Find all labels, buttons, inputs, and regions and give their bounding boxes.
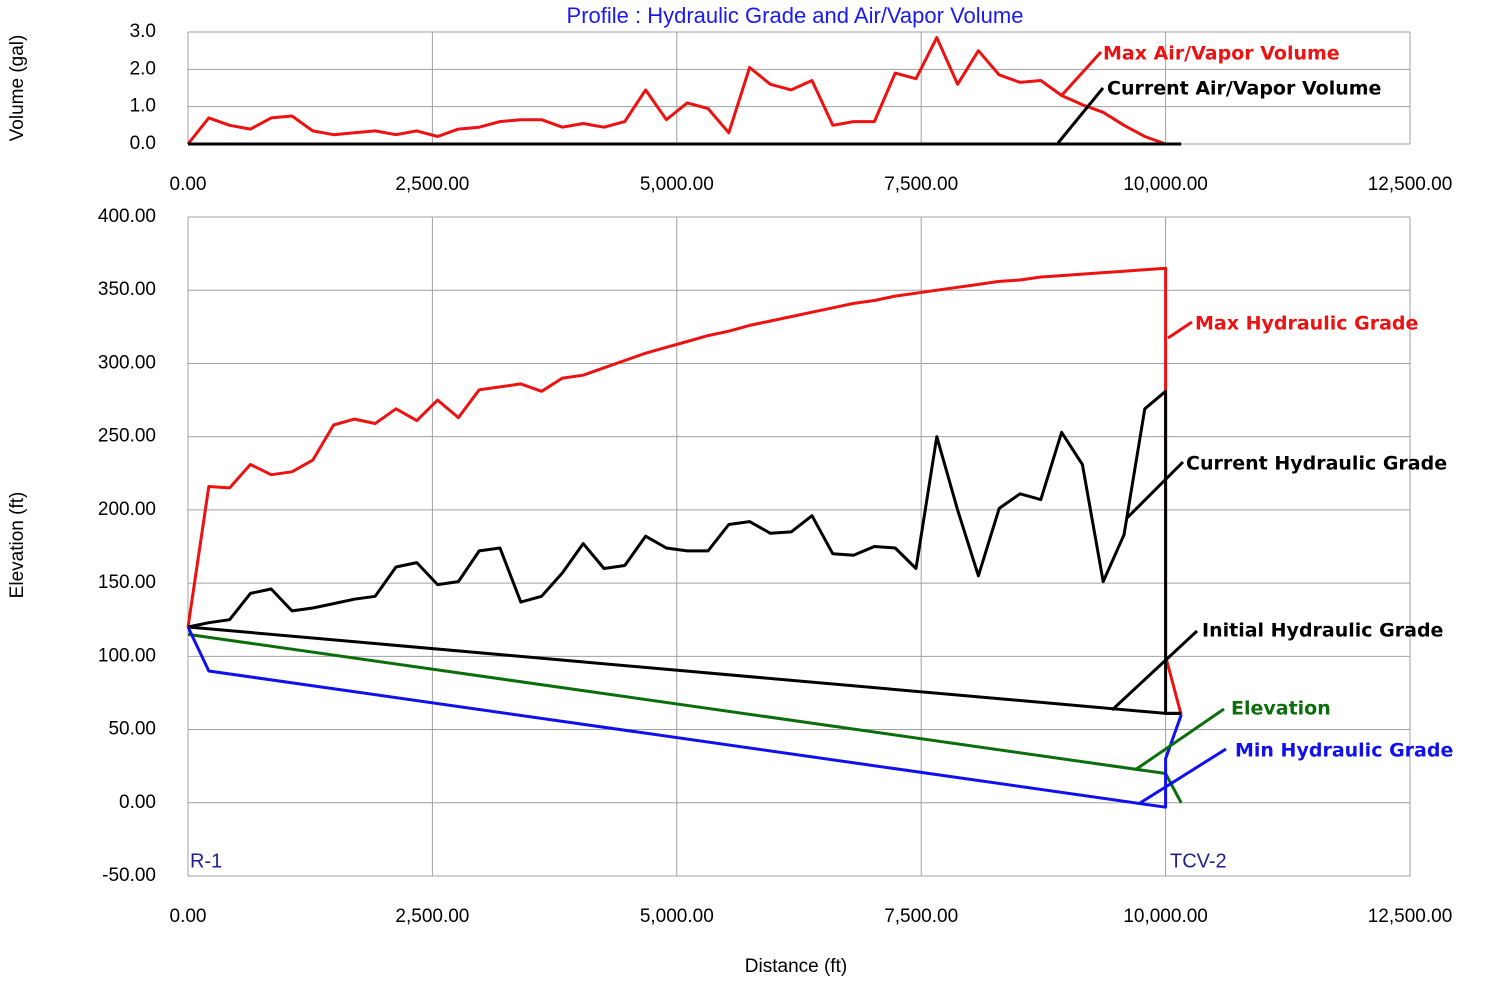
legend-leader — [1060, 50, 1103, 97]
series-line — [186, 36, 1167, 146]
x-tick-label: 0.00 — [170, 174, 207, 195]
y-tick-label: 2.0 — [130, 58, 156, 79]
y-tick-label: 350.00 — [98, 279, 156, 300]
legend-leader — [1167, 320, 1193, 340]
x-tick-label: 7,500.00 — [884, 906, 958, 927]
x-tick-label: 0.00 — [170, 906, 207, 927]
x-tick-label: 10,000.00 — [1123, 906, 1208, 927]
legend-label: Initial Hydraulic Grade — [1202, 620, 1443, 642]
y-tick-label: 0.0 — [130, 133, 156, 154]
y-axis-label: Elevation (ft) — [7, 492, 28, 599]
legend-leader — [1134, 707, 1225, 772]
legend-label: Current Air/Vapor Volume — [1107, 78, 1381, 100]
x-tick-label: 10,000.00 — [1123, 174, 1208, 195]
legend-label: Min Hydraulic Grade — [1235, 740, 1453, 762]
x-tick-label: 5,000.00 — [640, 174, 714, 195]
legend-label: Max Hydraulic Grade — [1195, 313, 1418, 335]
x-tick-label: 7,500.00 — [884, 174, 958, 195]
node-label: R-1 — [190, 850, 222, 872]
y-tick-label: 250.00 — [98, 426, 156, 447]
x-tick-label: 2,500.00 — [395, 906, 469, 927]
series-line — [187, 625, 1182, 715]
y-tick-label: 200.00 — [98, 499, 156, 520]
series-line — [187, 389, 1182, 715]
legend-leader — [1056, 87, 1105, 144]
legend-label: Elevation — [1231, 698, 1331, 720]
y-tick-label: 150.00 — [98, 572, 156, 593]
legend-label: Max Air/Vapor Volume — [1103, 43, 1340, 65]
y-tick-label: -50.00 — [102, 865, 156, 886]
y-tick-label: 0.00 — [119, 792, 156, 813]
series-line — [187, 632, 1183, 804]
x-tick-label: 5,000.00 — [640, 906, 714, 927]
x-tick-label: 12,500.00 — [1368, 906, 1453, 927]
series-line — [186, 626, 1183, 809]
chart-title: Profile : Hydraulic Grade and Air/Vapor … — [567, 3, 1024, 28]
legend-leader — [1139, 747, 1227, 805]
x-tick-label: 2,500.00 — [395, 174, 469, 195]
legend-leader — [1110, 629, 1199, 712]
legend-label: Current Hydraulic Grade — [1186, 453, 1447, 475]
x-axis-label: Distance (ft) — [745, 956, 847, 977]
y-tick-label: 1.0 — [130, 96, 156, 117]
x-tick-label: 12,500.00 — [1368, 174, 1453, 195]
legend-leader — [1125, 460, 1185, 520]
y-tick-label: 3.0 — [130, 21, 156, 42]
y-tick-label: 300.00 — [98, 352, 156, 373]
series-line — [186, 266, 1183, 716]
y-tick-label: 400.00 — [98, 206, 156, 227]
node-label: TCV-2 — [1170, 850, 1227, 872]
y-tick-label: 50.00 — [108, 719, 156, 740]
y-tick-label: 100.00 — [98, 645, 156, 666]
y-axis-label: Volume (gal) — [7, 35, 28, 142]
